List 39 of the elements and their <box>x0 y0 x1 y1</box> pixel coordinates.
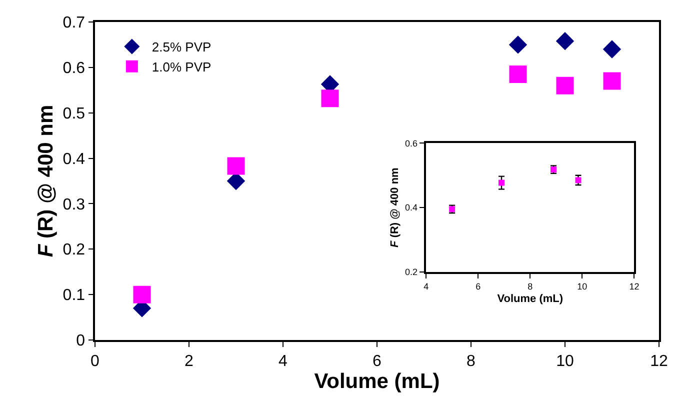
y-tick-label: 0.5 <box>62 105 86 122</box>
point <box>498 180 505 186</box>
legend-label: 2.5% PVP <box>152 40 212 55</box>
y-tick-label: 0.6 <box>62 60 86 78</box>
point <box>321 90 339 108</box>
x-tick-label: 6 <box>372 352 382 370</box>
point <box>508 36 528 54</box>
x-tick-label: 10 <box>577 282 588 292</box>
y-tick-label: 0.4 <box>62 150 86 168</box>
x-tick-label: 0 <box>90 352 100 370</box>
y-tick-label: 0.6 <box>405 138 418 148</box>
y-tick-label: 0.2 <box>405 267 418 278</box>
legend-label: 1.0% PVP <box>152 59 212 74</box>
x-tick-label: 10 <box>556 352 574 370</box>
x-tick-label: 4 <box>424 282 429 292</box>
x-tick-label: 2 <box>184 352 194 370</box>
y-tick-label: 0.2 <box>62 242 86 259</box>
y-tick-label: 0.4 <box>405 202 418 213</box>
point <box>227 157 245 175</box>
y-axis-title: F (R) @ 400 nm <box>389 167 402 248</box>
y-axis-title: F (R) @ 400 nm <box>34 104 58 258</box>
x-tick-label: 12 <box>629 282 640 292</box>
y-tick-label: 0.7 <box>62 14 86 32</box>
y-tick-label: 0.1 <box>62 287 86 304</box>
point <box>556 76 574 94</box>
x-tick-label: 4 <box>278 352 288 370</box>
x-axis-title: Volume (mL) <box>497 293 564 306</box>
x-tick-label: 12 <box>650 352 668 370</box>
x-tick-label: 6 <box>476 282 481 292</box>
point <box>603 72 621 90</box>
x-axis-title: Volume (mL) <box>314 370 440 393</box>
point <box>509 65 527 83</box>
x-tick-label: 8 <box>528 282 533 292</box>
point <box>602 40 622 58</box>
x-tick-label: 8 <box>466 352 476 370</box>
point <box>133 286 151 304</box>
y-tick-label: 0 <box>76 332 86 350</box>
point <box>556 32 574 50</box>
y-tick-label: 0.3 <box>62 196 86 214</box>
